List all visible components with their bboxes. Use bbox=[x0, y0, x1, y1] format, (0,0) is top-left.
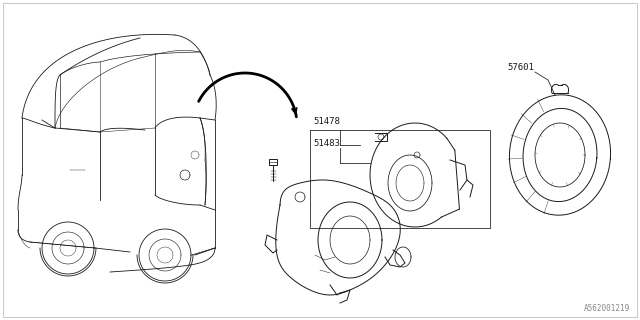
Text: 51478: 51478 bbox=[313, 117, 340, 126]
Text: A562001219: A562001219 bbox=[584, 304, 630, 313]
Text: 51483: 51483 bbox=[313, 139, 340, 148]
Text: 57601: 57601 bbox=[507, 63, 534, 72]
